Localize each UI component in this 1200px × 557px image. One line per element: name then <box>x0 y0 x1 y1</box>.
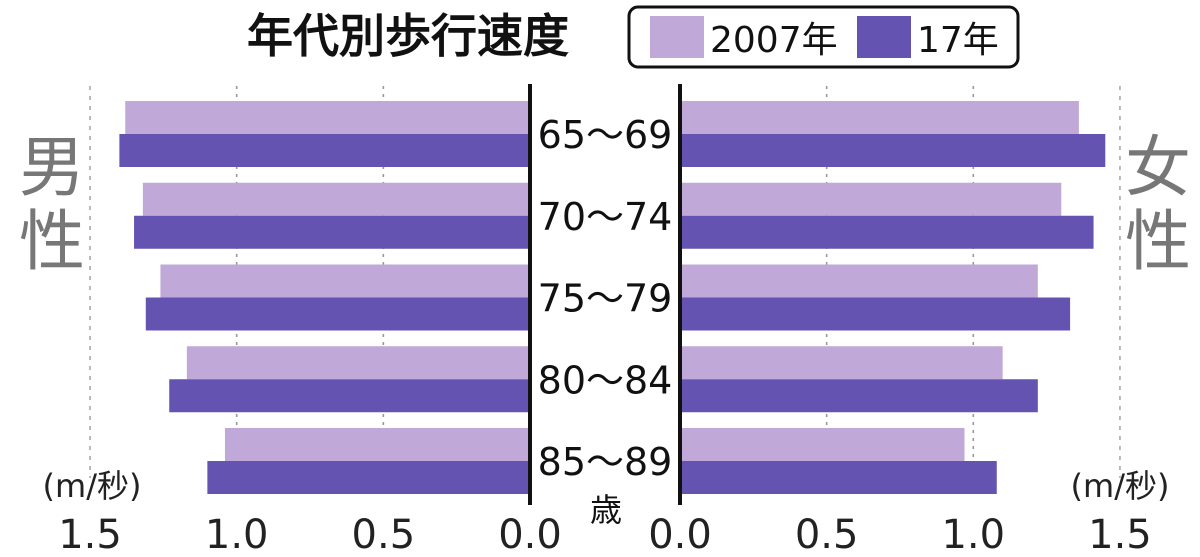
unit-label-left: (m/秒) <box>43 467 142 505</box>
bar-male-17 <box>207 461 530 494</box>
bar-male-17 <box>119 134 530 167</box>
bar-female-2007 <box>680 265 1038 298</box>
tick-label-right: 1.5 <box>1088 512 1152 557</box>
bar-male-2007 <box>143 183 530 216</box>
category-labels: 65〜69 70〜74 75〜79 80〜84 85〜89 <box>538 113 673 484</box>
bar-female-17 <box>680 298 1070 331</box>
legend-swatch-2007 <box>650 16 704 58</box>
bar-male-2007 <box>125 101 530 134</box>
side-label-char: 男 <box>19 129 85 206</box>
tick-label-left: 1.5 <box>58 512 122 557</box>
tick-label-left: 0.0 <box>498 512 562 557</box>
side-label-char: 性 <box>1125 203 1191 280</box>
tick-label-right: 0.0 <box>648 512 712 557</box>
bar-female-2007 <box>680 183 1061 216</box>
tick-label-left: 1.0 <box>205 512 269 557</box>
bar-female-17 <box>680 216 1094 249</box>
legend-label-17: 17年 <box>917 20 999 61</box>
bar-male-17 <box>169 379 530 412</box>
category-label: 75〜79 <box>538 277 673 321</box>
bar-female-17 <box>680 379 1038 412</box>
tick-label-right: 0.5 <box>795 512 859 557</box>
bar-female-17 <box>680 134 1105 167</box>
chart-title: 年代別歩行速度 <box>247 9 569 63</box>
bar-female-17 <box>680 461 997 494</box>
legend: 2007年 17年 <box>629 7 1018 67</box>
bar-male-2007 <box>225 428 530 461</box>
side-label-char: 性 <box>19 203 85 280</box>
category-label: 80〜84 <box>538 358 673 402</box>
right-panel-label: 女性 <box>1125 129 1191 280</box>
tick-label-left: 0.5 <box>352 512 416 557</box>
category-suffix: 歳 <box>590 491 622 529</box>
category-label: 70〜74 <box>538 195 673 239</box>
side-label-char: 女 <box>1125 129 1191 206</box>
legend-swatch-17 <box>857 16 911 58</box>
bar-male-2007 <box>187 346 530 379</box>
bar-male-17 <box>134 216 530 249</box>
bar-female-2007 <box>680 101 1079 134</box>
bar-female-2007 <box>680 346 1003 379</box>
tick-label-right: 1.0 <box>941 512 1005 557</box>
bar-female-2007 <box>680 428 965 461</box>
bar-male-17 <box>146 298 530 331</box>
left-panel-label: 男性 <box>19 129 85 280</box>
unit-label-right: (m/秒) <box>1071 467 1170 505</box>
category-label: 65〜69 <box>538 113 673 157</box>
legend-label-2007: 2007年 <box>710 20 838 61</box>
bar-male-2007 <box>160 265 530 298</box>
category-label: 85〜89 <box>538 440 673 484</box>
